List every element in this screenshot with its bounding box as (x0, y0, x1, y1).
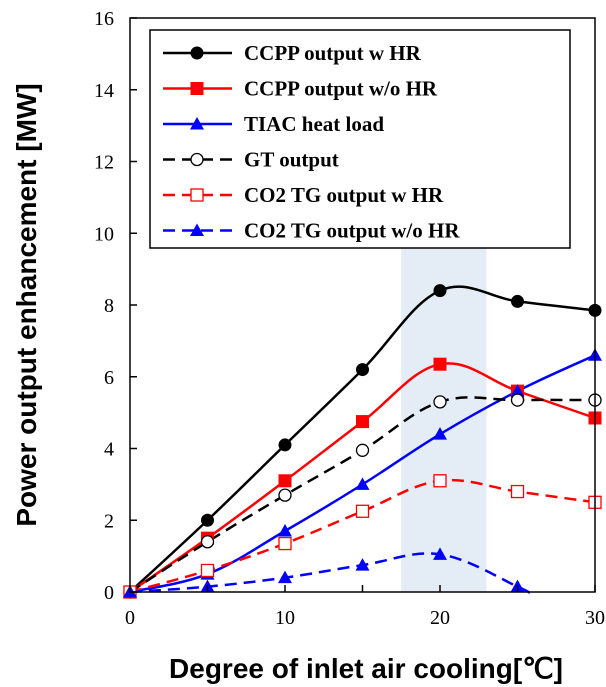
data-point (278, 570, 292, 584)
legend-label: TIAC heat load (244, 112, 384, 136)
x-tick-label: 20 (430, 607, 450, 629)
x-tick-label: 30 (585, 607, 605, 629)
data-point (510, 384, 525, 397)
series-lines (129, 285, 596, 597)
series-markers (123, 284, 602, 599)
series-line-5 (129, 478, 596, 594)
data-point (278, 438, 292, 452)
data-point (510, 484, 525, 499)
data-point (356, 415, 369, 429)
y-tick-label: 6 (104, 367, 114, 389)
data-point (510, 393, 525, 407)
legend-marker (190, 188, 204, 202)
data-point (278, 474, 292, 488)
data-point (201, 513, 214, 527)
series-line-3 (129, 354, 596, 594)
data-point (356, 363, 369, 377)
data-point (278, 536, 292, 551)
data-point (200, 535, 215, 549)
axis-ticks: 0 2 4 6 8 10 12 14 16 0 10 20 30 (94, 8, 605, 629)
data-point (433, 284, 447, 298)
legend-label: CO2 TG output w/o HR (244, 219, 460, 243)
data-point (355, 477, 370, 490)
y-tick-label: 12 (94, 152, 114, 174)
data-point (355, 443, 370, 457)
y-tick-label: 0 (104, 582, 114, 604)
data-point (433, 395, 447, 409)
y-tick-label: 14 (94, 80, 114, 102)
data-point (433, 474, 447, 488)
y-tick-label: 10 (94, 223, 114, 245)
x-axis-title: Degree of inlet air cooling[℃] (169, 653, 563, 684)
data-point (278, 488, 292, 502)
legend: CCPP output w HR CCPP output w/o HR TIAC h… (149, 29, 571, 249)
data-point (433, 357, 447, 371)
legend-label: GT output (244, 148, 339, 172)
legend-marker (190, 223, 204, 236)
legend-label: CCPP output w HR (244, 41, 422, 65)
legend-marker (190, 82, 204, 95)
legend-label: CO2 TG output w HR (244, 183, 444, 207)
y-tick-label: 8 (104, 295, 114, 317)
legend-marker (190, 46, 204, 60)
data-point (433, 547, 447, 560)
legend-box (149, 29, 571, 249)
x-tick-label: 10 (275, 607, 295, 629)
data-point (278, 524, 292, 537)
data-point (200, 563, 215, 578)
y-axis-title: Power output enhancement [MW] (11, 83, 42, 526)
x-tick-label: 0 (125, 607, 135, 629)
data-point (355, 504, 370, 518)
data-point (433, 427, 447, 440)
y-tick-label: 16 (94, 8, 114, 30)
y-tick-label: 2 (104, 510, 114, 532)
legend-marker (190, 117, 204, 130)
legend-marker (190, 152, 204, 167)
y-tick-label: 4 (104, 439, 114, 461)
legend-label: CCPP output w/o HR (244, 77, 438, 101)
data-point (511, 294, 524, 308)
data-point (355, 558, 370, 571)
